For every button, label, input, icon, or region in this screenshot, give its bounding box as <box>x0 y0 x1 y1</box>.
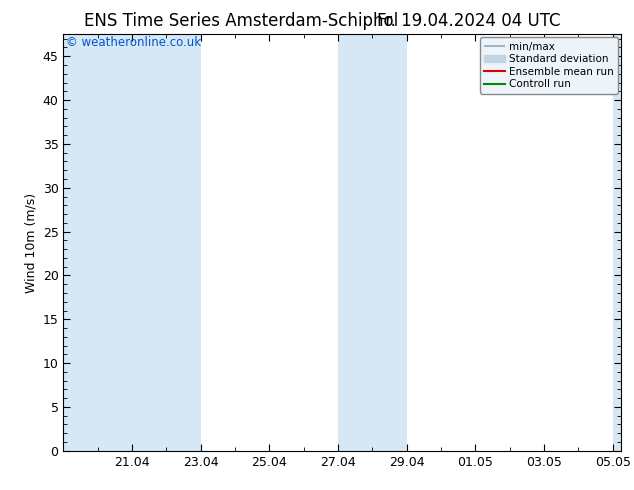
Bar <box>338 34 407 451</box>
Text: ENS Time Series Amsterdam-Schiphol: ENS Time Series Amsterdam-Schiphol <box>84 12 398 30</box>
Text: Fr. 19.04.2024 04 UTC: Fr. 19.04.2024 04 UTC <box>377 12 561 30</box>
Bar <box>612 34 621 451</box>
Y-axis label: Wind 10m (m/s): Wind 10m (m/s) <box>24 193 37 293</box>
Legend: min/max, Standard deviation, Ensemble mean run, Controll run: min/max, Standard deviation, Ensemble me… <box>480 37 618 94</box>
Bar <box>132 34 201 451</box>
Bar <box>63 34 132 451</box>
Text: © weatheronline.co.uk: © weatheronline.co.uk <box>66 36 202 49</box>
